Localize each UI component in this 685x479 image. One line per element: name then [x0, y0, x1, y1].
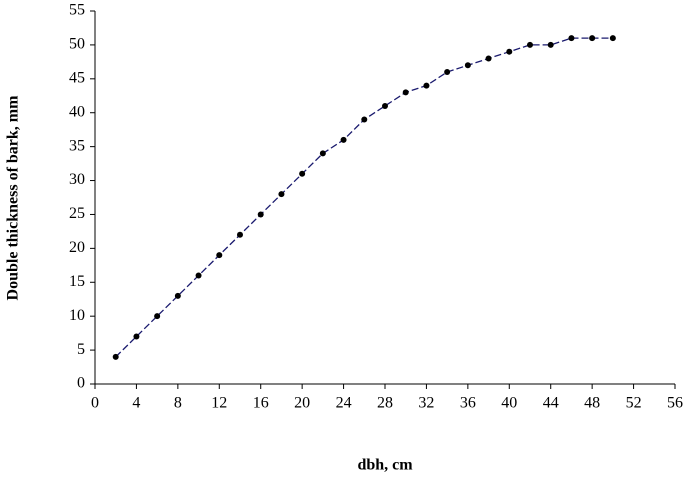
y-axis-label: Double thickness of bark, mm [5, 95, 22, 301]
y-tick-label: 50 [69, 36, 85, 53]
marker [319, 150, 326, 157]
x-tick-label: 48 [584, 395, 600, 412]
x-tick-label: 24 [336, 395, 352, 412]
y-tick-label: 15 [69, 273, 85, 290]
y-tick-label: 20 [69, 239, 85, 256]
y-tick-label: 5 [77, 341, 85, 358]
line [115, 37, 613, 358]
y-tick-label: 45 [69, 69, 85, 86]
marker [278, 191, 285, 198]
x-tick-label: 4 [132, 395, 140, 412]
marker [485, 55, 492, 62]
x-tick-label: 12 [211, 395, 227, 412]
marker [402, 89, 409, 96]
x-tick-label: 28 [377, 395, 393, 412]
marker [154, 313, 161, 320]
x-tick-label: 32 [418, 395, 434, 412]
x-tick-label: 52 [626, 395, 642, 412]
marker [547, 41, 554, 48]
marker [423, 82, 430, 89]
marker [237, 231, 243, 238]
marker [382, 102, 388, 109]
x-axis-label: dbh, cm [357, 457, 413, 474]
x-tick-label: 44 [543, 395, 559, 412]
marker [195, 272, 202, 279]
marker [299, 170, 306, 177]
marker [361, 116, 368, 123]
marker [174, 292, 181, 299]
marker [133, 333, 140, 340]
x-tick-label: 20 [294, 395, 310, 412]
marker [216, 252, 223, 259]
marker [340, 136, 347, 143]
y-tick-label: 40 [69, 103, 85, 120]
y-tick-label: 30 [69, 171, 85, 188]
y-tick-label: 35 [69, 137, 85, 154]
marker [609, 35, 616, 42]
marker [506, 48, 513, 55]
y-tick-label: 10 [69, 307, 85, 324]
x-tick-label: 56 [667, 395, 683, 412]
x-tick-label: 36 [460, 395, 476, 412]
y-tick-label: 25 [69, 205, 85, 222]
marker [444, 69, 451, 76]
x-tick-label: 8 [174, 395, 182, 412]
marker [568, 35, 575, 42]
x-tick-label: 40 [501, 395, 517, 412]
y-tick-label: 0 [77, 375, 85, 392]
y-tick-label: 55 [69, 2, 85, 19]
x-tick-label: 0 [91, 395, 99, 412]
marker [589, 35, 596, 42]
marker [527, 41, 533, 48]
marker [112, 353, 119, 360]
marker [257, 211, 264, 218]
marker [464, 62, 471, 69]
x-tick-label: 16 [253, 395, 269, 412]
